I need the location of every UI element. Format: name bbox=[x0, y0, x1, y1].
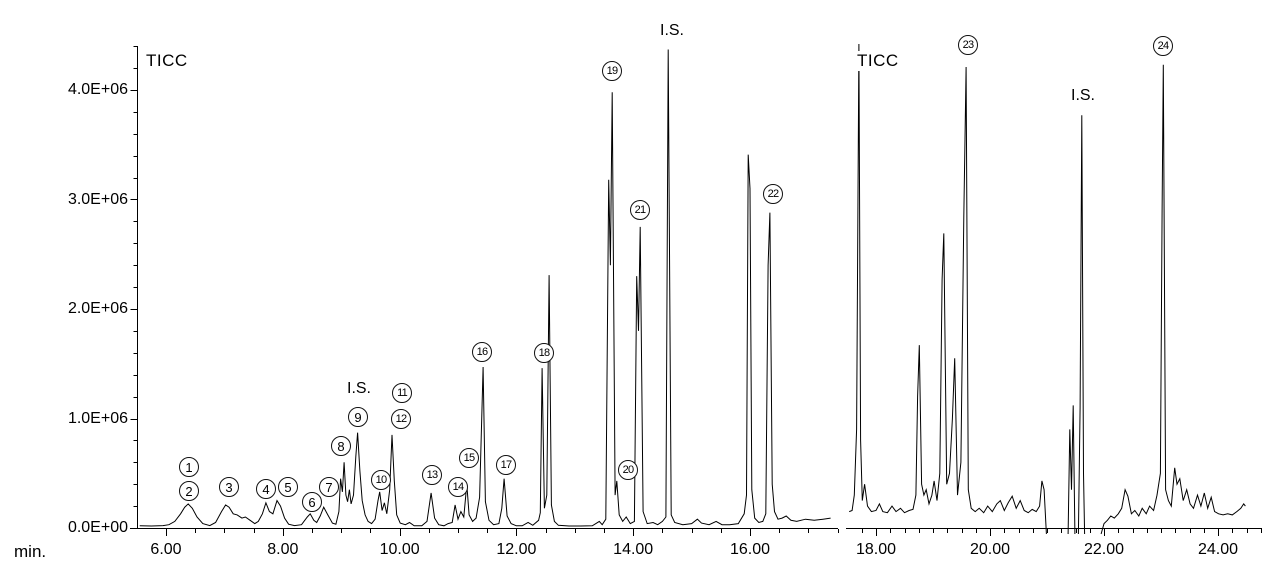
peak-number-label-20: 20 bbox=[618, 460, 638, 480]
peak-number-label-4: 4 bbox=[256, 479, 276, 499]
y-tick-label: 4.0E+06 bbox=[67, 81, 128, 98]
y-tick-label: 3.0E+06 bbox=[67, 190, 128, 208]
internal-standard-label-left-mid: I.S. bbox=[345, 380, 373, 398]
ticc-trace-right-segment-0 bbox=[849, 43, 1047, 535]
signal-title-left: TICC bbox=[145, 51, 189, 71]
y-tick-label: 2.0E+06 bbox=[67, 300, 128, 317]
peak-number-label-19: 19 bbox=[602, 61, 622, 81]
peak-number-label-17: 17 bbox=[496, 455, 516, 475]
peak-number-label-16: 16 bbox=[472, 342, 492, 362]
peak-number-label-11: 11 bbox=[392, 383, 412, 403]
x-tick-label: 8.00 bbox=[267, 541, 299, 558]
ticc-trace-right-segment-1 bbox=[1067, 405, 1076, 535]
x-axis-unit-label: min. bbox=[14, 542, 47, 561]
internal-standard-label-right: I.S. bbox=[1069, 87, 1097, 105]
peak-number-label-10: 10 bbox=[371, 470, 391, 490]
peak-number-label-8: 8 bbox=[331, 436, 351, 456]
ticc-trace-right-segment-2 bbox=[1077, 115, 1086, 535]
signal-title-right: TICC bbox=[856, 51, 900, 71]
peak-number-label-24: 24 bbox=[1153, 36, 1173, 56]
peak-number-label-3: 3 bbox=[219, 477, 239, 497]
ticc-trace-left bbox=[139, 49, 831, 527]
peak-number-label-2: 2 bbox=[179, 481, 199, 501]
peak-number-label-14: 14 bbox=[448, 477, 468, 497]
peak-number-label-21: 21 bbox=[630, 200, 650, 220]
peak-number-label-12: 12 bbox=[391, 409, 411, 429]
y-tick-label: 0.0E+00 bbox=[67, 519, 128, 536]
peak-number-label-1: 1 bbox=[179, 457, 199, 477]
internal-standard-label-left-top: I.S. bbox=[658, 22, 686, 40]
x-tick-label: 18.00 bbox=[855, 541, 897, 558]
x-tick-label: 10.00 bbox=[379, 541, 420, 558]
x-tick-label: 12.00 bbox=[496, 541, 537, 558]
x-tick-label: 14.00 bbox=[613, 541, 654, 558]
x-tick-label: 6.00 bbox=[150, 541, 182, 558]
peak-number-label-9: 9 bbox=[348, 407, 368, 427]
peak-number-label-7: 7 bbox=[319, 477, 339, 497]
peak-number-label-13: 13 bbox=[422, 465, 442, 485]
x-tick-label: 22.00 bbox=[1083, 541, 1125, 558]
y-tick-label: 1.0E+06 bbox=[67, 409, 128, 427]
x-tick-label: 16.00 bbox=[729, 541, 771, 558]
peak-number-label-18: 18 bbox=[534, 343, 554, 363]
peak-number-label-22: 22 bbox=[763, 184, 783, 204]
ticc-trace-right-segment-3 bbox=[1100, 64, 1246, 535]
peak-number-label-5: 5 bbox=[278, 477, 298, 497]
peak-number-label-6: 6 bbox=[302, 492, 322, 512]
x-tick-label: 24.00 bbox=[1197, 541, 1239, 558]
peak-number-label-15: 15 bbox=[459, 448, 479, 468]
peak-number-label-23: 23 bbox=[958, 35, 978, 55]
x-tick-label: 20.00 bbox=[969, 541, 1011, 558]
